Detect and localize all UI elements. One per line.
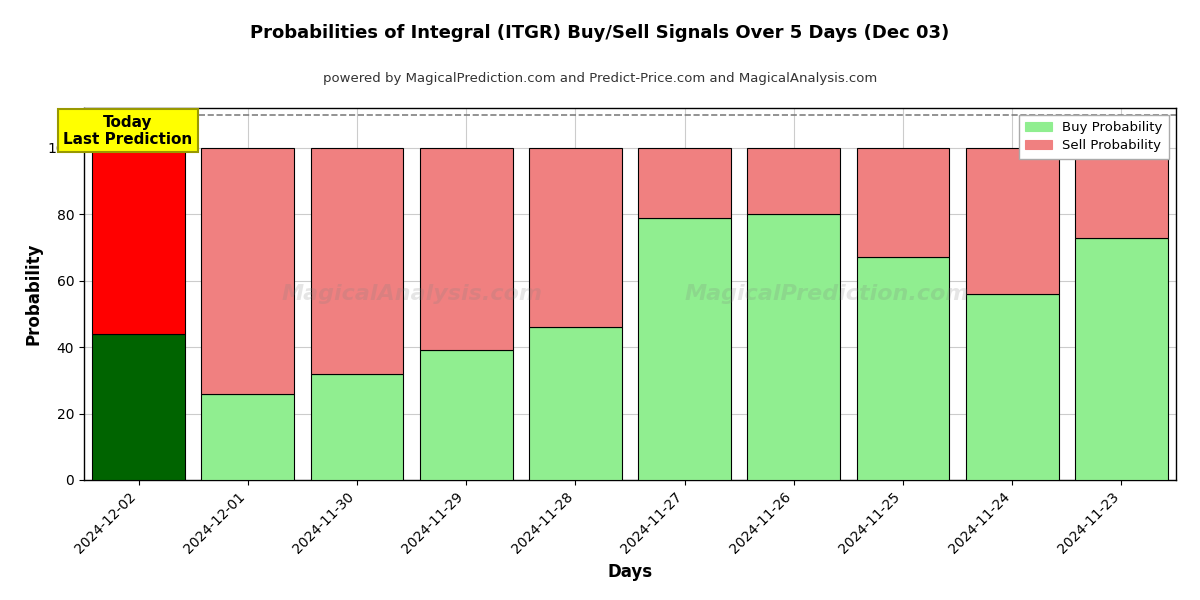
- Bar: [311, 148, 403, 374]
- Bar: [92, 148, 185, 334]
- Bar: [966, 294, 1058, 480]
- Bar: [1075, 238, 1168, 480]
- Bar: [638, 218, 731, 480]
- Bar: [748, 214, 840, 480]
- Text: MagicalAnalysis.com: MagicalAnalysis.com: [281, 284, 542, 304]
- Bar: [1075, 148, 1168, 238]
- Bar: [966, 148, 1058, 294]
- Bar: [420, 350, 512, 480]
- Bar: [748, 148, 840, 214]
- Bar: [420, 148, 512, 350]
- Bar: [529, 327, 622, 480]
- Text: Today
Last Prediction: Today Last Prediction: [64, 115, 192, 147]
- Text: MagicalPrediction.com: MagicalPrediction.com: [684, 284, 968, 304]
- Text: powered by MagicalPrediction.com and Predict-Price.com and MagicalAnalysis.com: powered by MagicalPrediction.com and Pre…: [323, 72, 877, 85]
- Bar: [311, 374, 403, 480]
- X-axis label: Days: Days: [607, 563, 653, 581]
- Bar: [529, 148, 622, 327]
- Text: Probabilities of Integral (ITGR) Buy/Sell Signals Over 5 Days (Dec 03): Probabilities of Integral (ITGR) Buy/Sel…: [251, 24, 949, 42]
- Legend: Buy Probability, Sell Probability: Buy Probability, Sell Probability: [1019, 115, 1170, 159]
- Bar: [638, 148, 731, 218]
- Bar: [202, 394, 294, 480]
- Bar: [92, 334, 185, 480]
- Bar: [857, 148, 949, 257]
- Bar: [202, 148, 294, 394]
- Y-axis label: Probability: Probability: [24, 243, 42, 345]
- Bar: [857, 257, 949, 480]
